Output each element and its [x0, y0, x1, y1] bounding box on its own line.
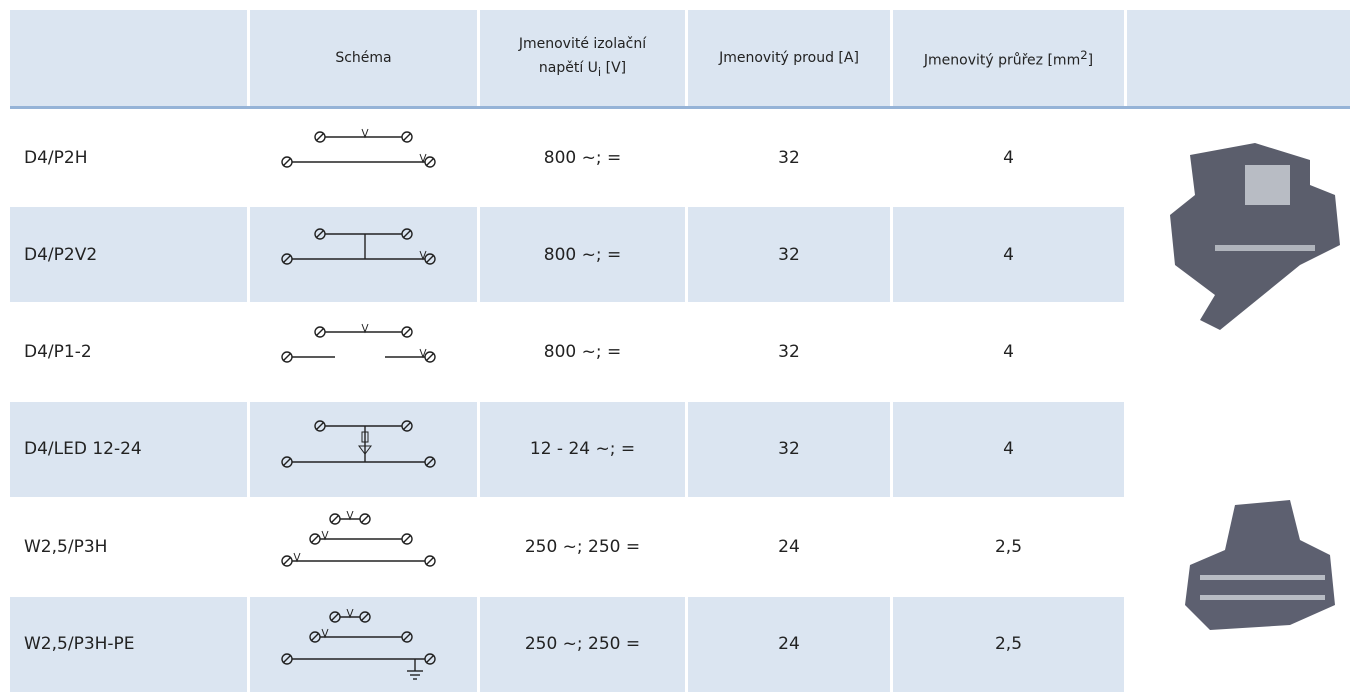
value: 2,5: [994, 634, 1023, 654]
header-text: Jmenovitý průřez [mm2]: [924, 43, 1093, 73]
row-bg: [688, 596, 890, 692]
type-name: D4/P2H: [24, 147, 88, 168]
value: 800 ~; =: [543, 244, 622, 265]
type-name: D4/LED 12-24: [24, 439, 142, 460]
value: 32: [778, 244, 800, 265]
product-image: [1170, 143, 1340, 330]
header-text-part: ]: [1087, 52, 1094, 69]
row-bg: [480, 207, 685, 303]
value: 4: [1003, 439, 1014, 460]
value: 4: [1003, 147, 1014, 168]
value: 24: [778, 634, 800, 654]
header-text-part: [V]: [601, 60, 627, 77]
header-cell: [480, 10, 685, 106]
header-rule: [10, 106, 1350, 109]
value: 4: [1003, 342, 1014, 363]
value: 800 ~; =: [543, 147, 622, 168]
schematic: [281, 228, 436, 265]
type-name: D4/P1-2: [24, 342, 92, 363]
value: 12 - 24 ~; =: [529, 439, 636, 460]
value: 32: [778, 147, 800, 168]
header-cell: Jmenovitý proud [A]: [719, 50, 859, 66]
row-bg: [893, 401, 1124, 497]
schematic: [281, 323, 436, 363]
row-bg: [10, 596, 247, 692]
value: 4: [1003, 244, 1014, 265]
row-bg: [480, 596, 685, 692]
schematic: [281, 420, 436, 468]
value: 32: [778, 439, 800, 460]
row-bg: [10, 401, 247, 497]
type-name: D4/P2V2: [24, 244, 98, 265]
header-text-part: 2: [1080, 48, 1088, 63]
row-bg: [250, 401, 477, 497]
header-cell: [688, 10, 890, 106]
header-text-part: Jmenovité izolační napětí U: [518, 36, 647, 77]
schematic: [281, 128, 436, 168]
header-text-part: Jmenovitý průřez [mm: [923, 52, 1081, 69]
row-bg: [893, 596, 1124, 692]
value: 2,5: [994, 536, 1023, 557]
row-bg: [688, 401, 890, 497]
header-cell: [893, 10, 1124, 106]
type-name: W2,5/P3H-PE: [24, 634, 135, 654]
schematic: [281, 511, 436, 567]
header-cell: [10, 10, 247, 106]
value: 250 ~; 250 =: [524, 634, 641, 654]
row-bg: [10, 207, 247, 303]
header-text: Jmenovité izolační napětí Ui [V]: [500, 32, 665, 84]
product-image: [1185, 500, 1335, 630]
schematic: [281, 608, 436, 680]
header-cell: [1127, 10, 1350, 106]
row-bg: [893, 207, 1124, 303]
header-cell: Jmenovitý průřez [mm2]: [893, 10, 1124, 106]
type-name: W2,5/P3H: [24, 536, 108, 557]
value: 800 ~; =: [543, 342, 622, 363]
header-cell: [250, 10, 477, 106]
header-cell: Jmenovité izolační napětí Ui [V]: [480, 10, 685, 106]
row-bg: [688, 207, 890, 303]
value: 32: [778, 342, 800, 363]
header-text-part: i: [597, 64, 602, 79]
value: 24: [778, 536, 800, 557]
header-cell: Schéma: [335, 50, 392, 66]
row-bg: [480, 401, 685, 497]
value: 250 ~; 250 =: [524, 536, 641, 557]
